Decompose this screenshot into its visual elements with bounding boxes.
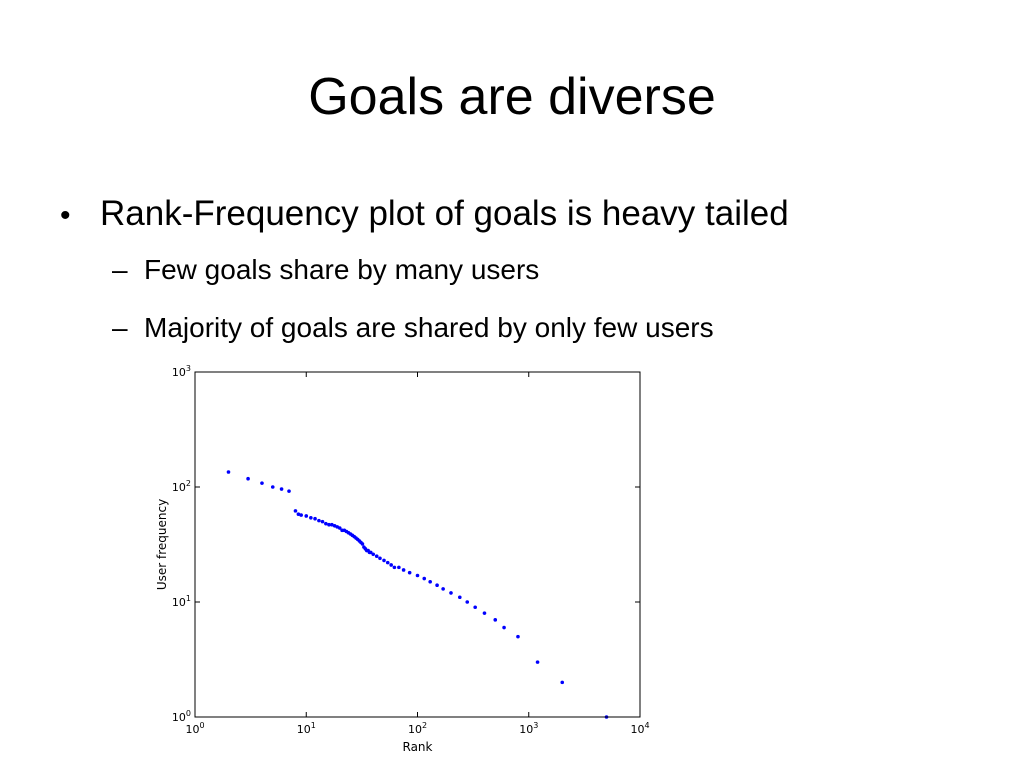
data-point [293, 509, 298, 513]
chart-marks [226, 470, 609, 719]
data-point [270, 485, 275, 489]
data-point [226, 470, 231, 474]
data-point [397, 565, 401, 570]
data-point [378, 556, 382, 561]
data-point [449, 591, 453, 595]
data-point [296, 512, 301, 517]
data-point [324, 521, 328, 526]
data-point [327, 522, 331, 527]
y-tick-label: 100 [172, 709, 191, 724]
data-point [304, 514, 309, 518]
x-tick-label: 101 [297, 721, 316, 736]
bullet-dot: • [60, 199, 71, 232]
chart-ticks: 100 101 102 103 104 100 101 102 103 [172, 364, 650, 736]
data-point [428, 579, 432, 584]
sub-bullet-text: Majority of goals are shared by only few… [144, 312, 714, 343]
data-point [330, 522, 334, 527]
bullet-text: Rank-Frequency plot of goals is heavy ta… [100, 194, 789, 233]
sub-bullet-text: Few goals share by many users [144, 254, 540, 285]
data-point [422, 576, 427, 581]
data-point [368, 550, 373, 555]
data-point [279, 487, 284, 491]
data-point [382, 558, 386, 563]
x-tick-label: 104 [630, 721, 649, 736]
bullet-item: • Rank-Frequency plot of goals is heavy … [60, 192, 980, 238]
sub-bullet-item: – Majority of goals are shared by only f… [112, 310, 980, 346]
data-point [560, 680, 565, 685]
data-point [246, 476, 250, 481]
bullet-list: • Rank-Frequency plot of goals is heavy … [60, 192, 980, 346]
data-point [435, 583, 439, 587]
data-point [371, 552, 376, 557]
y-tick-label: 101 [172, 594, 191, 609]
data-point [457, 595, 462, 600]
data-point [299, 513, 303, 517]
y-tick-label: 102 [172, 479, 191, 494]
data-point [415, 573, 420, 578]
data-point [516, 634, 520, 639]
data-point [502, 625, 506, 630]
y-axis-label: User frequency [155, 499, 169, 590]
sub-bullet-dash: – [112, 254, 128, 285]
plot-frame [194, 371, 641, 718]
x-tick-label: 102 [408, 721, 427, 736]
data-point [374, 554, 379, 559]
data-point [389, 563, 393, 567]
data-point [493, 618, 498, 622]
sub-bullet-item: – Few goals share by many users [112, 252, 980, 288]
data-point [337, 526, 342, 530]
x-tick-label: 103 [519, 721, 538, 736]
data-point [392, 565, 397, 570]
data-point [287, 489, 291, 493]
x-axis-label: Rank [403, 740, 433, 754]
data-point [465, 600, 470, 604]
data-point [407, 570, 412, 575]
chart-svg: 100 101 102 103 104 100 101 102 103 Rank User fr… [155, 364, 650, 754]
data-point [482, 611, 487, 615]
data-point [401, 568, 406, 572]
data-point [473, 605, 477, 610]
data-point [317, 518, 321, 523]
data-point [441, 587, 445, 591]
x-tick-label: 100 [185, 721, 204, 736]
data-point [360, 542, 365, 546]
data-point [385, 560, 390, 565]
data-point [535, 660, 540, 664]
data-point [260, 481, 264, 485]
sub-bullet-dash: – [112, 312, 128, 343]
data-point [320, 519, 325, 524]
data-point [313, 516, 317, 521]
rank-frequency-chart: 100 101 102 103 104 100 101 102 103 Rank User fr… [150, 362, 660, 758]
y-tick-label: 103 [172, 364, 191, 379]
data-point [309, 515, 313, 520]
slide-title: Goals are diverse [308, 68, 716, 126]
